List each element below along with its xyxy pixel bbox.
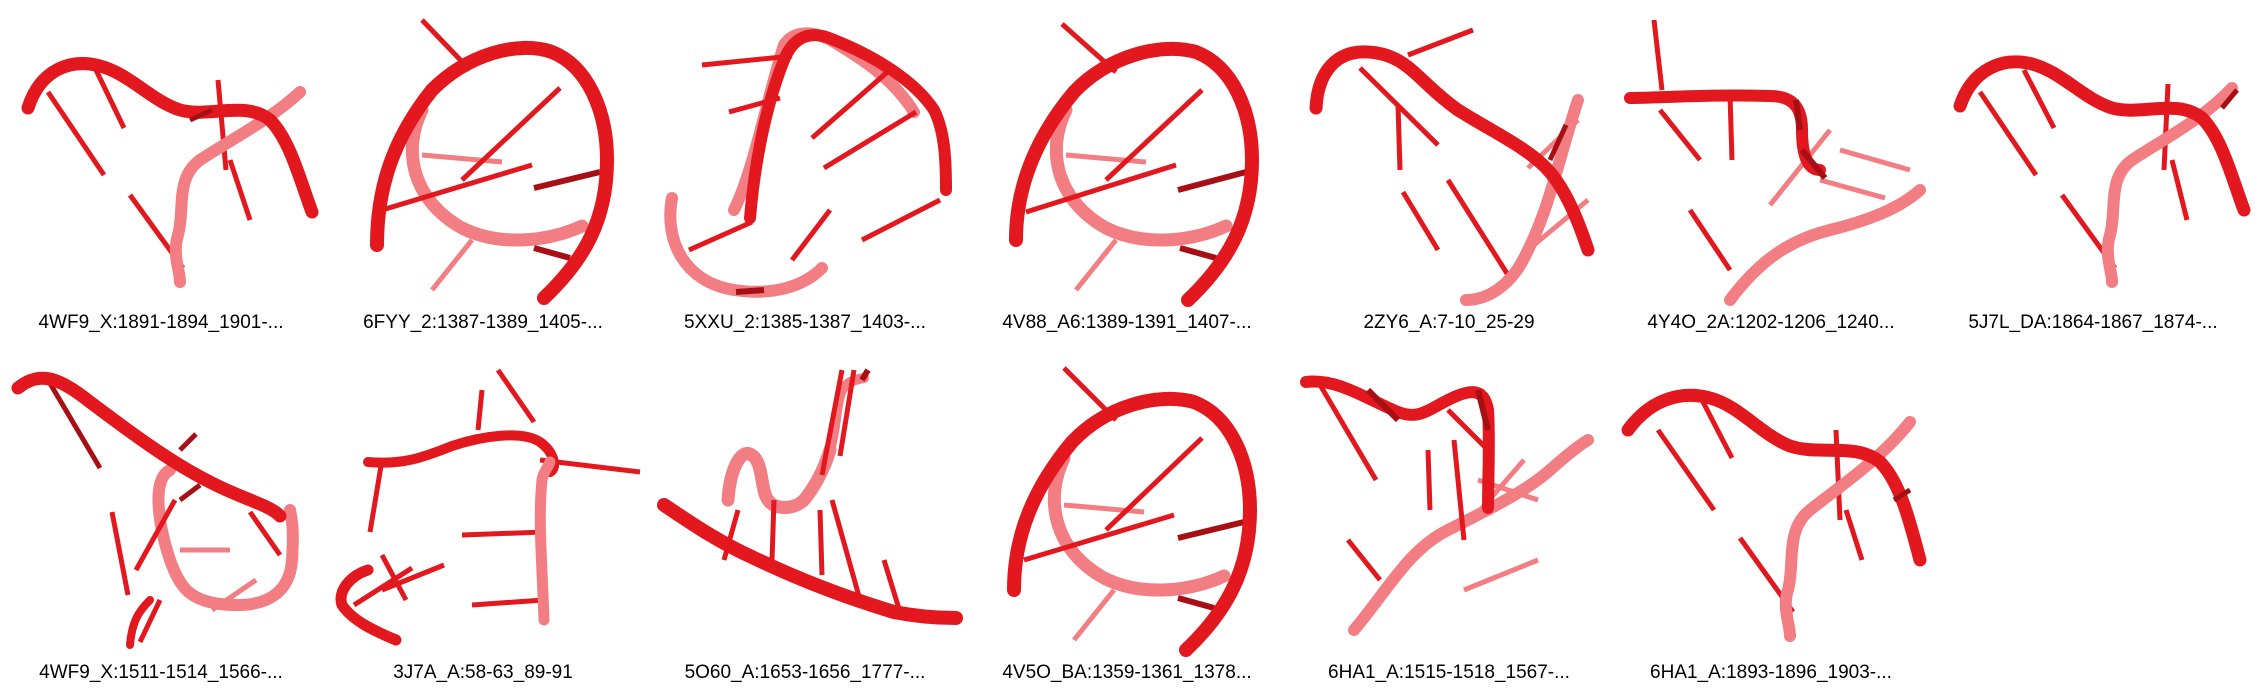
- rna-3d-structure-icon: [1953, 55, 2251, 288]
- structure-label: 4WF9_X:1891-1894_1901-...: [38, 312, 284, 333]
- rna-3d-structure-icon: [335, 368, 641, 646]
- structure-label: 4V88_A6:1389-1391_1407-...: [1002, 312, 1252, 333]
- structure-card[interactable]: 4V88_A6:1389-1391_1407-...: [966, 0, 1288, 350]
- structure-label: 3J7A_A:58-63_89-91: [393, 662, 573, 683]
- structure-image[interactable]: [322, 350, 644, 660]
- structure-card[interactable]: 4V5O_BA:1359-1361_1378...: [966, 350, 1288, 700]
- structure-image[interactable]: [322, 0, 644, 310]
- structure-label: 2ZY6_A:7-10_25-29: [1363, 312, 1535, 333]
- structure-card[interactable]: 4Y4O_2A:1202-1206_1240...: [1610, 0, 1932, 350]
- rna-3d-structure-icon: [1309, 27, 1595, 306]
- rna-3d-structure-icon: [1624, 19, 1926, 306]
- rna-3d-structure-icon: [664, 27, 952, 298]
- structure-image[interactable]: [1288, 350, 1610, 660]
- structure-card[interactable]: 5XXU_2:1385-1387_1403-...: [644, 0, 966, 350]
- structure-card[interactable]: 6FYY_2:1387-1389_1405-...: [322, 0, 644, 350]
- rna-3d-structure-icon: [1007, 366, 1257, 657]
- structure-image[interactable]: [966, 0, 1288, 310]
- structure-label: 5XXU_2:1385-1387_1403-...: [684, 312, 926, 333]
- structure-label: 4WF9_X:1511-1514_1566-...: [39, 662, 283, 683]
- structure-image[interactable]: [1288, 0, 1610, 310]
- structure-image[interactable]: [1610, 0, 1932, 310]
- structure-card[interactable]: 6HA1_A:1515-1518_1567-...: [1288, 350, 1610, 700]
- rna-3d-structure-icon: [11, 371, 299, 649]
- structure-card[interactable]: 3J7A_A:58-63_89-91: [322, 350, 644, 700]
- structure-card[interactable]: 6HA1_A:1893-1896_1903-...: [1610, 350, 1932, 700]
- rna-3d-structure-icon: [1300, 375, 1594, 636]
- structure-image[interactable]: [0, 0, 322, 310]
- structure-image[interactable]: [0, 350, 322, 660]
- structure-image[interactable]: [1932, 0, 2254, 310]
- rna-3d-structure-icon: [1621, 388, 1927, 642]
- structure-card[interactable]: 2ZY6_A:7-10_25-29: [1288, 0, 1610, 350]
- rna-3d-structure-icon: [657, 368, 963, 625]
- structure-label: 5O60_A:1653-1656_1777-...: [684, 662, 926, 683]
- rna-3d-structure-icon: [21, 57, 319, 288]
- structure-label: 4V5O_BA:1359-1361_1378...: [1002, 662, 1252, 683]
- structure-image[interactable]: [644, 350, 966, 660]
- structure-label: 6HA1_A:1515-1518_1567-...: [1328, 662, 1570, 683]
- structure-card[interactable]: 5O60_A:1653-1656_1777-...: [644, 350, 966, 700]
- structure-label: 6HA1_A:1893-1896_1903-...: [1650, 662, 1892, 683]
- structure-label: 4Y4O_2A:1202-1206_1240...: [1647, 312, 1895, 333]
- rna-3d-structure-icon: [370, 18, 614, 305]
- structure-image[interactable]: [1610, 350, 1932, 660]
- structure-card[interactable]: 4WF9_X:1891-1894_1901-...: [0, 0, 322, 350]
- structure-image[interactable]: [966, 350, 1288, 660]
- structure-card[interactable]: 5J7L_DA:1864-1867_1874-...: [1932, 0, 2254, 350]
- structure-card[interactable]: 4WF9_X:1511-1514_1566-...: [0, 350, 322, 700]
- structure-label: 6FYY_2:1387-1389_1405-...: [363, 312, 603, 333]
- rna-3d-structure-icon: [1009, 22, 1259, 307]
- structure-label: 5J7L_DA:1864-1867_1874-...: [1968, 312, 2218, 333]
- structure-image[interactable]: [644, 0, 966, 310]
